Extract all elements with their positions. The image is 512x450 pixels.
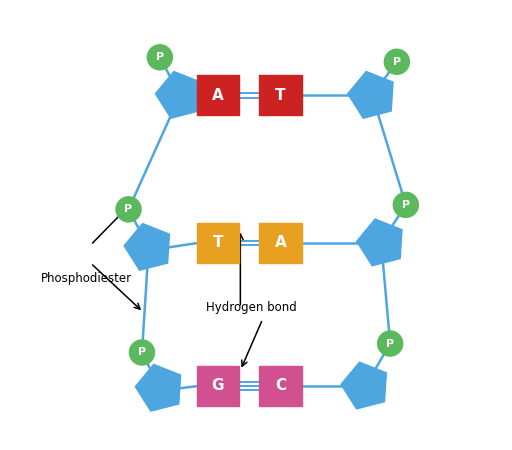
Polygon shape xyxy=(341,362,387,409)
Text: P: P xyxy=(386,338,394,348)
Circle shape xyxy=(378,331,403,356)
Text: C: C xyxy=(275,378,286,393)
Circle shape xyxy=(385,49,410,74)
Polygon shape xyxy=(348,72,393,118)
Text: Hydrogen bond: Hydrogen bond xyxy=(206,301,297,314)
Circle shape xyxy=(393,192,418,217)
Text: T: T xyxy=(213,235,223,250)
Text: P: P xyxy=(124,204,133,214)
Text: P: P xyxy=(402,200,410,210)
FancyBboxPatch shape xyxy=(197,223,240,263)
FancyBboxPatch shape xyxy=(259,366,302,406)
Text: G: G xyxy=(212,378,224,393)
Text: Phosphodiester: Phosphodiester xyxy=(41,272,133,285)
Circle shape xyxy=(130,340,155,365)
FancyBboxPatch shape xyxy=(197,366,240,406)
Circle shape xyxy=(147,45,173,70)
FancyBboxPatch shape xyxy=(259,223,302,263)
Polygon shape xyxy=(124,224,169,270)
FancyBboxPatch shape xyxy=(259,75,302,116)
FancyBboxPatch shape xyxy=(197,75,240,116)
Text: A: A xyxy=(275,235,287,250)
Polygon shape xyxy=(357,219,402,266)
Circle shape xyxy=(116,197,141,222)
Text: A: A xyxy=(212,88,224,103)
Text: P: P xyxy=(138,347,146,357)
Text: P: P xyxy=(393,57,401,67)
Polygon shape xyxy=(156,72,201,118)
Text: T: T xyxy=(275,88,286,103)
Polygon shape xyxy=(135,364,181,411)
Text: P: P xyxy=(156,52,164,62)
